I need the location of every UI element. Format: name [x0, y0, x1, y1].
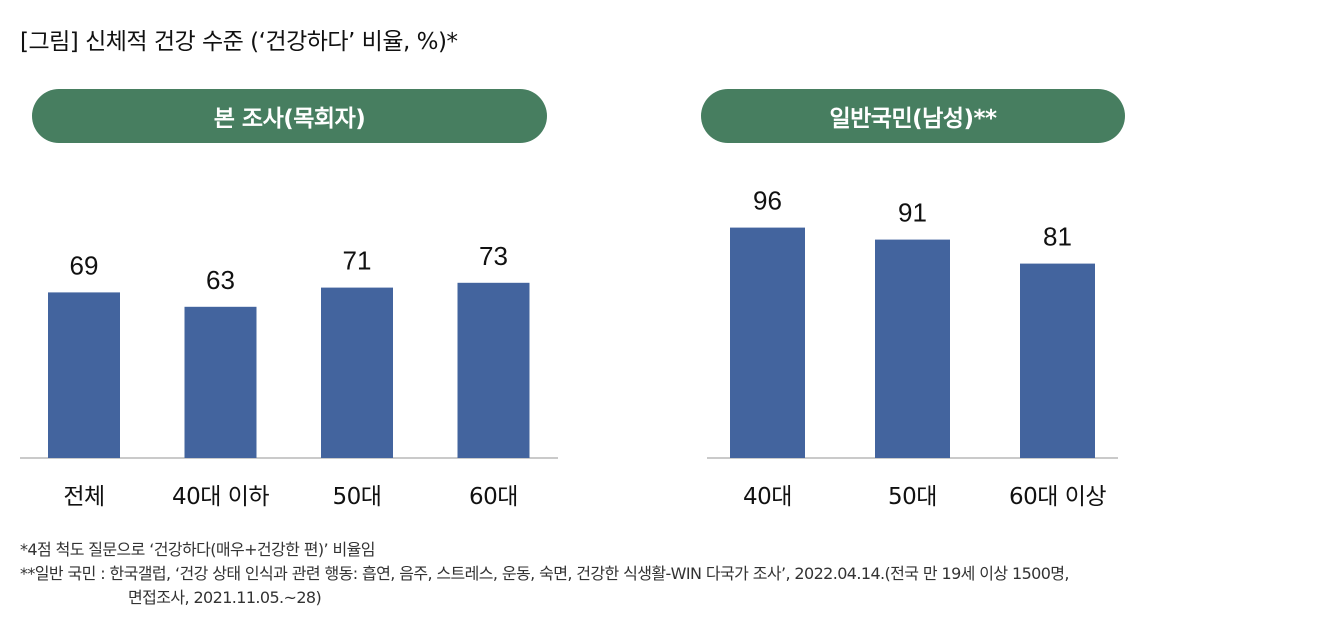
value-label-general-1: 91: [898, 198, 927, 228]
value-label-pastors-2: 71: [343, 246, 372, 276]
bar-general-1: [875, 239, 950, 458]
footnote-2: **일반 국민 : 한국갤럽, ‘건강 상태 인식과 관련 행동: 흡연, 음주…: [20, 564, 1070, 583]
category-label-pastors-1: 40대 이하: [172, 484, 269, 510]
panel-header-pastors: 본 조사(목회자): [32, 89, 547, 143]
category-label-general-2: 60대 이상: [1009, 484, 1106, 510]
panel-header-general-public: 일반국민(남성)**: [701, 89, 1125, 143]
bar-pastors-3: [457, 282, 530, 458]
category-label-pastors-2: 50대: [333, 484, 382, 510]
value-label-pastors-3: 73: [479, 241, 508, 271]
value-label-general-0: 96: [753, 186, 782, 216]
footnote-2-continued: 면접조사, 2021.11.05.~28): [128, 588, 322, 607]
bar-general-2: [1020, 263, 1095, 458]
category-label-general-1: 50대: [888, 484, 937, 510]
value-label-general-2: 81: [1043, 222, 1072, 252]
category-label-pastors-3: 60대: [469, 484, 518, 510]
bar-pastors-2: [321, 287, 393, 458]
footnotes: *4점 척도 질문으로 ‘건강하다(매우+건강한 편)’ 비율임 **일반 국민…: [20, 538, 1070, 610]
bar-charts: 69 전체 63 40대 이하 71 50대 73 60대 96 40대 91 50대 81 60대 이상: [20, 186, 1118, 510]
bar-general-0: [730, 227, 805, 458]
bar-pastors-0: [48, 292, 120, 458]
figure-title: [그림] 신체적 건강 수준 (‘건강하다’ 비율, %)*: [20, 29, 458, 55]
bar-pastors-1: [184, 306, 257, 458]
category-label-pastors-0: 전체: [63, 484, 104, 510]
value-label-pastors-0: 69: [70, 250, 99, 280]
footnote-1: *4점 척도 질문으로 ‘건강하다(매우+건강한 편)’ 비율임: [20, 540, 375, 559]
value-label-pastors-1: 63: [206, 265, 235, 295]
category-label-general-0: 40대: [743, 484, 792, 510]
